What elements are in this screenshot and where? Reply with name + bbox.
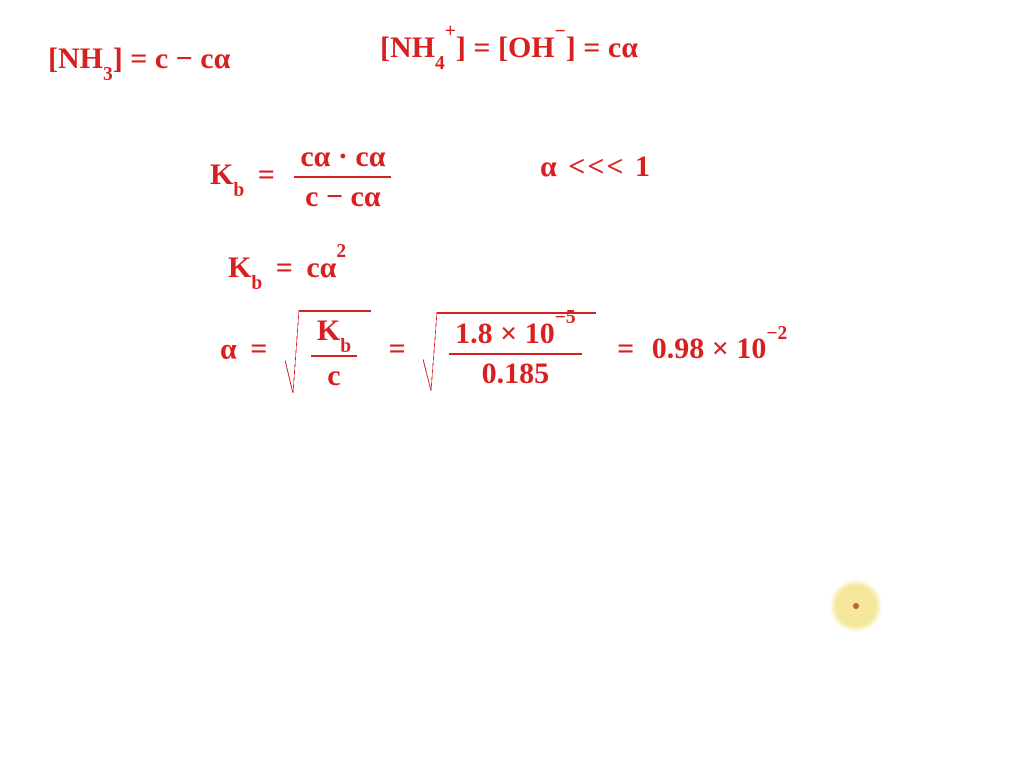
sqrt1-frac: Kb c: [311, 314, 357, 393]
nh3-eq: =: [130, 42, 147, 75]
cursor-highlight-icon: [830, 580, 882, 632]
sqrt2-den: 0.185: [449, 355, 581, 391]
eq-kb-fraction: Kb = cα · cα c − cα: [210, 140, 397, 214]
sqrt1-den: c: [311, 357, 357, 393]
eq1b-eq2: =: [583, 31, 600, 64]
eq-nh4-oh-concentration: [NH4+] = [OH−] = cα: [380, 30, 638, 70]
kb2-rhs: cα2: [306, 251, 346, 284]
alpha-lhs: α: [220, 332, 237, 365]
sqrt1-num: Kb: [311, 314, 357, 357]
kb2-lhs: Kb: [228, 251, 262, 284]
nh3-rhs: c − cα: [155, 42, 230, 75]
eq-alpha-small: α <<< 1: [540, 150, 652, 184]
kb-eq: =: [258, 158, 275, 191]
kb2-eq: =: [276, 251, 293, 284]
eq1b-rhs: cα: [608, 31, 638, 64]
alpha-small-text: α <<< 1: [540, 150, 652, 183]
eq-kb-simplified: Kb = cα2: [228, 250, 346, 290]
kb-lhs: Kb: [210, 158, 244, 191]
eq-alpha-solve: α = Kb c = 1.8 × 10−5 0.185 = 0.98 × 10−…: [220, 310, 787, 393]
nh3-lhs: [NH3]: [48, 42, 123, 75]
oh-term: [OH−]: [498, 31, 576, 64]
sqrt-numeric: 1.8 × 10−5 0.185: [423, 312, 595, 391]
kb-frac-den: c − cα: [294, 178, 391, 214]
whiteboard: [NH3] = c − cα [NH4+] = [OH−] = cα Kb = …: [0, 0, 1024, 768]
alpha-eq1: =: [250, 332, 267, 365]
nh4-term: [NH4+]: [380, 31, 466, 64]
alpha-eq3: =: [617, 332, 634, 365]
eq1b-eq1: =: [473, 31, 490, 64]
eq-nh3-concentration: [NH3] = c − cα: [48, 42, 230, 81]
sqrt-kb-over-c: Kb c: [285, 310, 371, 393]
kb-frac-num: cα · cα: [294, 140, 391, 178]
alpha-eq2: =: [389, 332, 406, 365]
kb-fraction: cα · cα c − cα: [294, 140, 391, 214]
sqrt2-num: 1.8 × 10−5: [449, 316, 581, 355]
sqrt2-frac: 1.8 × 10−5 0.185: [449, 316, 581, 391]
alpha-result: 0.98 × 10−2: [652, 332, 787, 365]
